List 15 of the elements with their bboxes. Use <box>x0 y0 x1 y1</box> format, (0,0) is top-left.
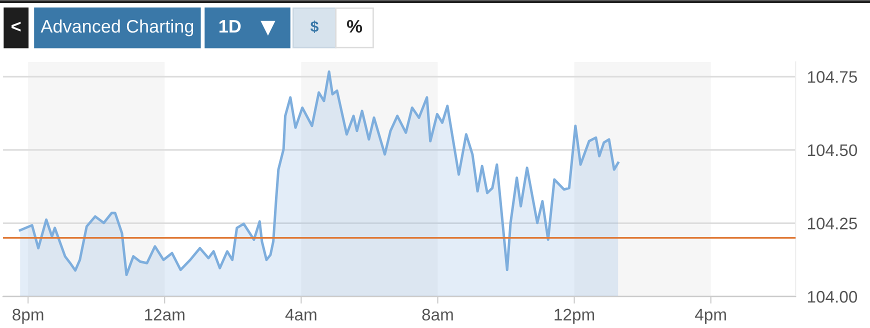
x-tick-label: 4pm <box>695 308 726 324</box>
x-tick-label: 4am <box>285 308 316 321</box>
x-tick-label: 8am <box>422 308 453 321</box>
y-tick-label: 104.00 <box>808 290 858 303</box>
text: < <box>12 22 21 32</box>
text: % <box>346 20 362 33</box>
y-tick-label: 104.75 <box>808 71 858 83</box>
y-tick-label: 104.50 <box>808 144 858 156</box>
x-tick-label: 8pm <box>12 308 44 324</box>
text: $ <box>310 20 319 33</box>
text: Advanced Charting <box>40 19 194 36</box>
y-tick-label: 104.25 <box>808 218 858 230</box>
text: 1D <box>220 20 241 33</box>
x-tick-label: 12am <box>145 308 184 321</box>
x-tick-label: 12pm <box>554 308 594 324</box>
